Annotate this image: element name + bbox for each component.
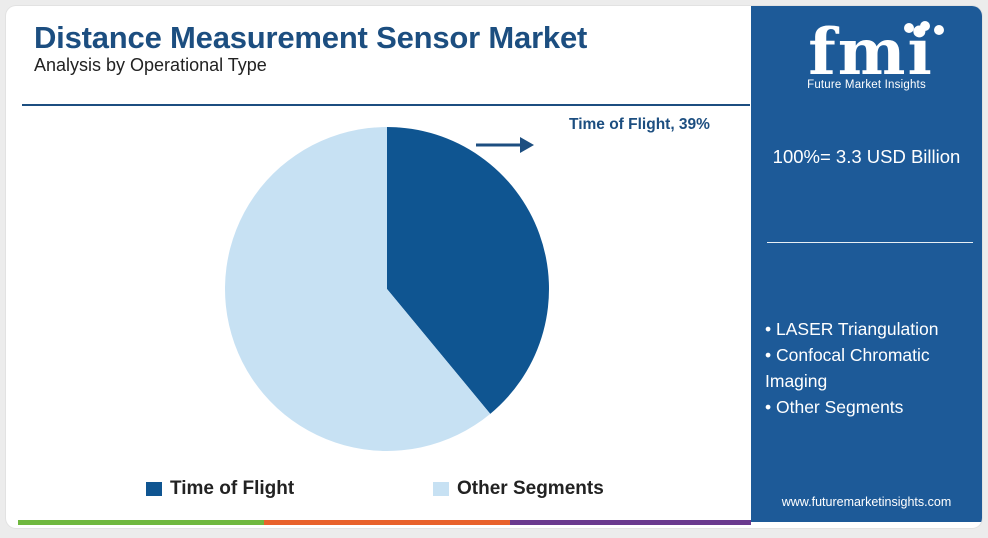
segment-item: • LASER Triangulation bbox=[765, 319, 939, 339]
legend-item-time-of-flight: Time of Flight bbox=[146, 478, 294, 500]
market-total: 100%= 3.3 USD Billion bbox=[772, 146, 961, 167]
legend-label: Time of Flight bbox=[170, 478, 295, 499]
legend-label: Other Segments bbox=[457, 478, 604, 499]
segment-item: • Confocal Chromatic Imaging bbox=[765, 345, 930, 391]
chart-subtitle: Analysis by Operational Type bbox=[34, 55, 267, 75]
accent-bar-orange bbox=[264, 520, 510, 525]
accent-bar-green bbox=[18, 520, 264, 525]
pie-slice-time-of-flight bbox=[387, 127, 549, 414]
chart-card: Distance Measurement Sensor Market Analy… bbox=[6, 6, 982, 528]
segment-list: • LASER Triangulation • Confocal Chromat… bbox=[765, 316, 975, 420]
logo-figure-icon bbox=[920, 21, 930, 31]
logo-figure-icon bbox=[904, 23, 914, 33]
legend-swatch bbox=[433, 482, 449, 496]
fmi-logo: fmi bbox=[808, 16, 944, 90]
legend-item-other-segments: Other Segments bbox=[433, 478, 604, 500]
arrow-right-icon bbox=[476, 137, 534, 153]
title-divider bbox=[22, 104, 750, 106]
accent-bar-purple bbox=[510, 520, 751, 525]
sidebar-divider bbox=[767, 242, 973, 243]
legend-swatch bbox=[146, 482, 162, 496]
pie-chart bbox=[225, 127, 549, 451]
info-sidebar: fmi Future Market Insights 100%= 3.3 USD… bbox=[751, 6, 982, 522]
callout-label: Time of Flight, 39% bbox=[569, 116, 710, 133]
segment-item: • Other Segments bbox=[765, 397, 904, 417]
logo-figure-icon bbox=[934, 25, 944, 35]
pie-slice-other-segments bbox=[225, 127, 491, 451]
chart-title: Distance Measurement Sensor Market bbox=[34, 20, 588, 55]
website-link[interactable]: www.futuremarketinsights.com bbox=[781, 495, 952, 509]
logo-subtitle: Future Market Insights bbox=[807, 79, 926, 91]
